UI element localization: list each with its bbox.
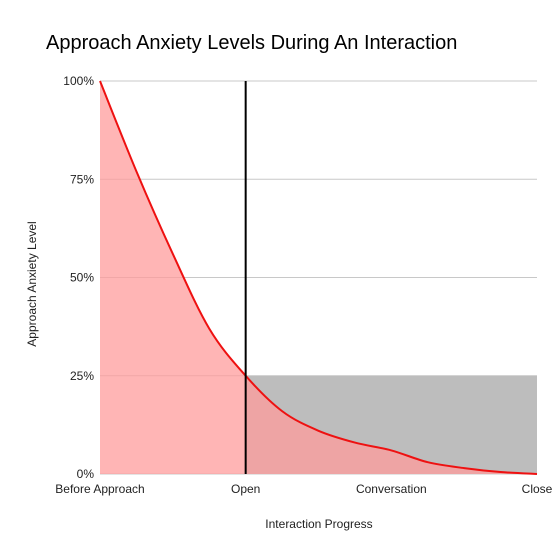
y-tick-label: 100% xyxy=(63,74,94,88)
y-tick-label: 0% xyxy=(77,467,95,481)
chart-title: Approach Anxiety Levels During An Intera… xyxy=(46,32,457,54)
x-tick-label: Open xyxy=(231,482,260,496)
y-tick-label: 75% xyxy=(70,172,94,186)
series-line xyxy=(99,80,538,475)
x-tick-label: Before Approach xyxy=(55,482,144,496)
x-tick-layer: Before Approach Open Conversation Close xyxy=(55,482,552,496)
y-tick-label: 50% xyxy=(70,271,94,285)
y-axis-label: Approach Anxiety Level xyxy=(25,221,39,346)
x-tick-label: Close xyxy=(522,482,553,496)
y-tick-layer: 0% 25% 50% 75% 100% xyxy=(63,74,94,481)
series-area xyxy=(100,81,537,474)
x-tick-label: Conversation xyxy=(356,482,427,496)
area-layer xyxy=(99,80,538,475)
x-axis-label: Interaction Progress xyxy=(265,517,372,531)
y-tick-label: 25% xyxy=(70,369,94,383)
